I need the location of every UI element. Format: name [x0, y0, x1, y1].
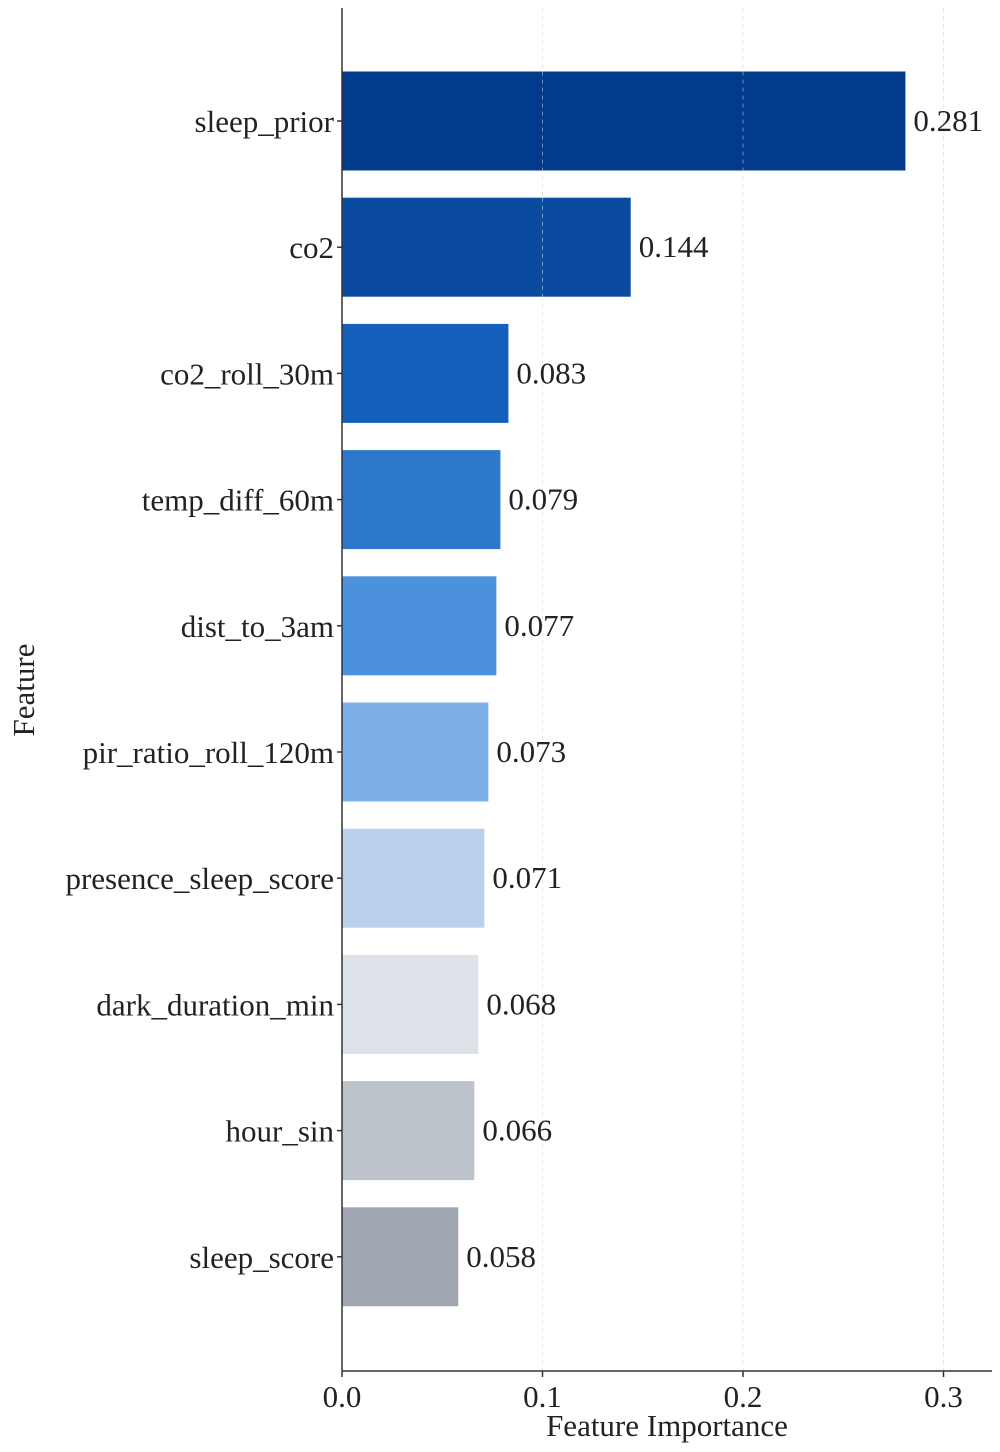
value-label-sleep_prior: 0.281: [913, 103, 983, 138]
category-label-sleep_prior: sleep_prior: [195, 104, 335, 139]
bar-co2_roll_30m: [342, 323, 509, 423]
category-labels: sleep_prior co2 co2_roll_30m temp_diff_60md…: [65, 104, 342, 1275]
bar-presence_sleep_score: [342, 828, 485, 928]
category-label-dark_duration_min: dark_duration_min: [96, 987, 334, 1022]
x-tick-label-0: 0.0: [323, 1379, 362, 1414]
category-label-co2: co2: [289, 230, 334, 265]
bar-co2: [342, 197, 631, 297]
y-axis-label: Feature: [6, 644, 41, 737]
x-tick-label-1: 0.1: [523, 1379, 562, 1414]
bar-temp_diff_60m: [342, 450, 501, 550]
category-label-co2_roll_30m: co2_roll_30m: [160, 356, 334, 391]
category-label-temp_diff_60m: temp_diff_60m: [142, 483, 334, 518]
bar-sleep_score: [342, 1207, 459, 1307]
value-label-co2_roll_30m: 0.083: [516, 355, 586, 390]
value-label-temp_diff_60m: 0.079: [508, 482, 578, 517]
x-axis-label: Feature Importance: [546, 1408, 788, 1443]
value-label-co2: 0.144: [639, 229, 709, 264]
category-label-pir_ratio_roll_120m: pir_ratio_roll_120m: [83, 735, 334, 770]
bars: [342, 71, 906, 1307]
bar-sleep_prior: [342, 71, 906, 171]
bar-pir_ratio_roll_120m: [342, 702, 489, 802]
category-label-dist_to_3am: dist_to_3am: [181, 609, 334, 644]
x-ticks: 0.0 0.1 0.2 0.3: [323, 1371, 963, 1414]
value-labels: 0.281 0.144 0.083 0.079 0.077 0.073 0.071 0.068…: [466, 103, 983, 1274]
bar-dark_duration_min: [342, 954, 479, 1054]
value-label-pir_ratio_roll_120m: 0.073: [496, 734, 566, 769]
x-tick-label-2: 0.2: [724, 1379, 763, 1414]
value-label-dark_duration_min: 0.068: [486, 986, 556, 1021]
value-label-hour_sin: 0.066: [482, 1113, 552, 1148]
bar-dist_to_3am: [342, 576, 497, 676]
value-label-dist_to_3am: 0.077: [504, 608, 574, 643]
value-label-sleep_score: 0.058: [466, 1239, 536, 1274]
category-label-presence_sleep_score: presence_sleep_score: [65, 861, 334, 896]
category-label-hour_sin: hour_sin: [226, 1114, 335, 1149]
bar-hour_sin: [342, 1081, 475, 1181]
axes: [341, 8, 992, 1372]
value-label-presence_sleep_score: 0.071: [492, 860, 562, 895]
x-tick-label-3: 0.3: [924, 1379, 963, 1414]
category-label-sleep_score: sleep_score: [189, 1240, 334, 1275]
